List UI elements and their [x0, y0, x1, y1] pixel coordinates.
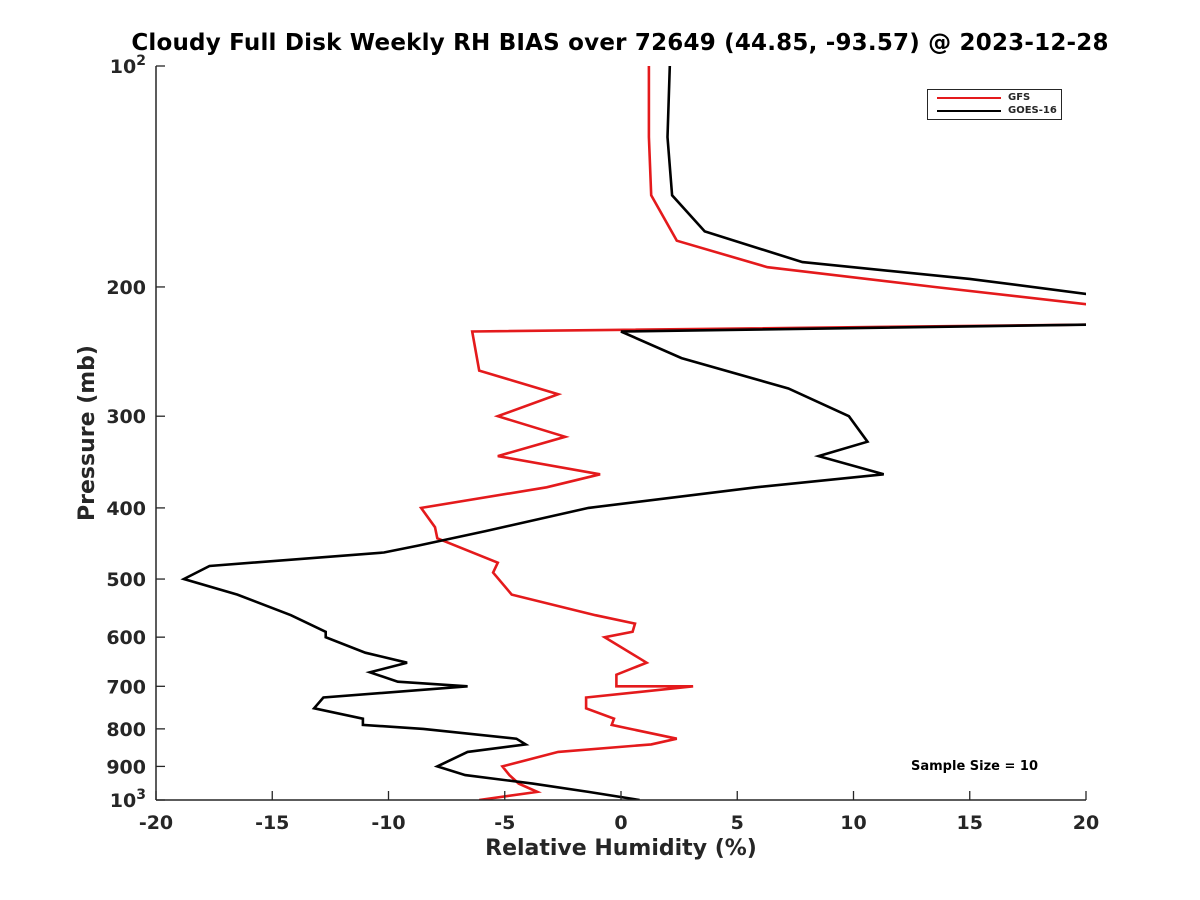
y-tick-label: 300 [106, 406, 146, 428]
y-tick-label: 600 [106, 627, 146, 649]
legend: GFS GOES-16 [927, 89, 1062, 120]
x-tick-label: 15 [957, 812, 983, 834]
y-tick-label: 200 [106, 277, 146, 299]
sample-size-annotation: Sample Size = 10 [911, 759, 1039, 774]
y-tick-label: 102 [110, 53, 146, 78]
legend-entry-goes16: GOES-16 [936, 105, 1058, 117]
x-axis-label: Relative Humidity (%) [485, 836, 757, 861]
x-tick-label: -20 [139, 812, 173, 834]
y-axis-label: Pressure (mb) [75, 345, 100, 521]
legend-swatch-gfs [937, 97, 1001, 99]
x-tick-label: 0 [614, 812, 627, 834]
x-tick-label: 5 [731, 812, 744, 834]
x-tick-label: 10 [840, 812, 866, 834]
legend-label-gfs: GFS [1008, 92, 1031, 103]
chart-title: Cloudy Full Disk Weekly RH BIAS over 726… [131, 30, 1109, 56]
x-tick-label: -15 [255, 812, 289, 834]
series-line-goes16 [180, 66, 1086, 800]
y-tick-label: 700 [106, 676, 146, 698]
y-tick-label: 500 [106, 569, 146, 591]
x-tick-label: -5 [494, 812, 515, 834]
y-tick-label: 900 [106, 756, 146, 778]
x-tick-label: 20 [1073, 812, 1099, 834]
series-layer [180, 66, 1086, 800]
y-tick-label: 103 [110, 787, 146, 812]
legend-label-goes16: GOES-16 [1008, 105, 1057, 116]
x-tick-label: -10 [371, 812, 405, 834]
y-tick-label: 800 [106, 719, 146, 741]
series-line-gfs [418, 66, 1086, 800]
legend-entry-gfs: GFS [936, 92, 1058, 104]
y-tick-label: 400 [106, 498, 146, 520]
axis-layer: -20 -15 -10 -5 0 5 10 15 20 102 200 300 400 500 600 700… [106, 53, 1099, 834]
legend-swatch-goes16 [937, 110, 1001, 112]
